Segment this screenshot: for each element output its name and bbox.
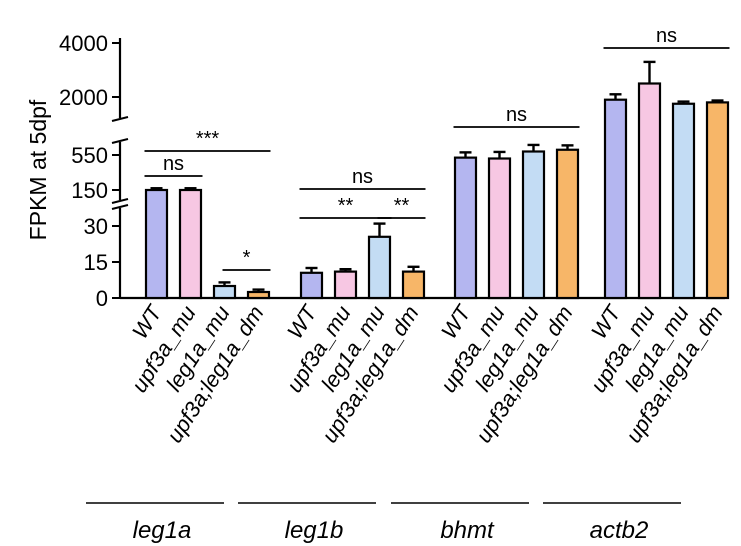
gene-label: actb2 [590, 517, 649, 544]
y-axis-label: FPKM at 5dpf [25, 99, 51, 240]
bar [555, 148, 580, 300]
gene-label: leg1a [133, 517, 192, 544]
axis-break-mark [111, 116, 129, 122]
bar [178, 188, 203, 300]
bar [671, 102, 696, 300]
bar [637, 82, 662, 300]
axis-break-mark [111, 138, 129, 144]
gene-group-labels: leg1a leg1b bhmt actb2 [86, 502, 681, 544]
bar [521, 150, 546, 300]
bars [144, 60, 730, 300]
gene-label: leg1b [285, 517, 344, 544]
significance-label: ns [506, 104, 527, 126]
bar [333, 270, 358, 300]
y-tick-label: 4000 [59, 31, 108, 56]
y-tick-label: 2000 [59, 85, 108, 110]
y-tick-label: 0 [96, 286, 108, 311]
bar [246, 290, 271, 300]
y-axis: 0 15 30 150 550 2000 4000 [59, 31, 725, 311]
bar [144, 188, 169, 300]
bar [401, 270, 426, 300]
bar [487, 157, 512, 300]
axis-break-mark [111, 198, 129, 204]
significance-label: * [243, 247, 251, 269]
significance-label: ns [656, 25, 677, 47]
significance-label: ** [394, 195, 410, 217]
significance-label: *** [196, 128, 220, 150]
bar [299, 271, 324, 300]
bar [367, 235, 392, 300]
bar [603, 98, 628, 300]
y-tick-label: 15 [84, 250, 108, 275]
bar [453, 156, 478, 300]
y-tick-label: 30 [84, 214, 108, 239]
bar [705, 101, 730, 300]
significance-label: ns [352, 166, 373, 188]
significance-label: ns [163, 153, 184, 175]
bar [212, 284, 237, 300]
y-tick-label: 550 [71, 143, 108, 168]
axis-break-mark [111, 204, 129, 210]
significance-label: ** [338, 195, 354, 217]
gene-label: bhmt [440, 517, 495, 544]
y-tick-label: 150 [71, 178, 108, 203]
